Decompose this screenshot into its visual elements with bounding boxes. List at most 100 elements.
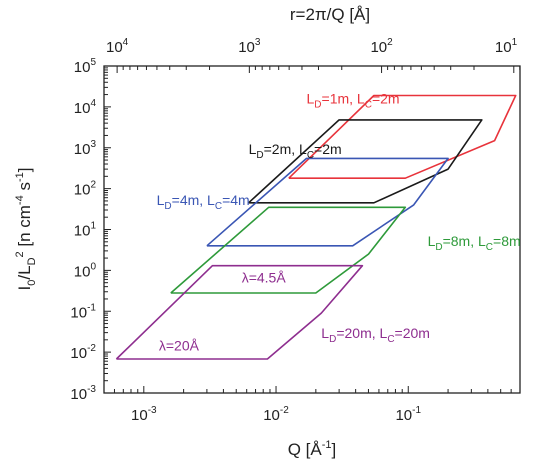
top-tick-label-base: 10: [370, 39, 387, 56]
y-axis-title-unit-close: ]: [15, 168, 34, 173]
series-label-sub: C: [215, 201, 222, 212]
top-tick-label-base: 10: [106, 39, 123, 56]
tick-labels-layer: 10-3 10-2 10-110510410310210110010-110-210…: [70, 37, 517, 424]
y-tick-label-exp: 1: [90, 221, 96, 232]
series-layer: [115, 94, 517, 360]
x-tick-label-base: 10: [263, 407, 280, 424]
series-line-4: [170, 206, 407, 294]
x-axis-title-sup: -1: [322, 439, 332, 451]
series-label-part: =8m: [493, 233, 521, 249]
y-tick-label: 103: [74, 139, 97, 158]
x-axis-title-main: Q [Å: [288, 440, 323, 459]
top-axis-title: r=2π/Q [Å]: [290, 5, 370, 24]
series-line-1: [288, 94, 517, 179]
y-tick-label-base: 10: [74, 182, 91, 199]
y-tick-label: 10-3: [70, 384, 96, 403]
x-axis-title-close: ]: [332, 440, 337, 459]
y-axis-title-unit-open: [n cm: [15, 205, 34, 251]
top-tick-label: 103: [238, 37, 261, 56]
series-label-2: LD=2m, LC=2m: [249, 141, 342, 161]
series-line-5: [115, 264, 364, 360]
y-axis-title-unit-sup2: -1: [14, 172, 26, 182]
y-tick-label-base: 10: [70, 304, 87, 321]
x-tick-label: 10-1: [395, 405, 421, 424]
x-tick-label-exp: -2: [280, 405, 289, 416]
y-tick-label: 100: [74, 261, 97, 280]
y-tick-label-base: 10: [74, 100, 91, 117]
y-tick-label-exp: 2: [90, 180, 96, 191]
series-label-part: =4m, L: [172, 192, 215, 208]
top-tick-label-base: 10: [495, 39, 512, 56]
series-label-part: L: [321, 325, 329, 341]
y-axis-title-l-sup: 2: [14, 251, 26, 257]
top-tick-label-exp: 4: [123, 37, 129, 48]
top-tick-label: 102: [370, 37, 393, 56]
top-tick-label: 101: [495, 37, 518, 56]
y-tick-label: 101: [74, 221, 97, 240]
y-axis-title-l-sub: D: [26, 257, 38, 265]
top-tick-label-base: 10: [238, 39, 255, 56]
wavelength-annotation: λ=20Å: [159, 337, 200, 353]
series-label-sub: D: [435, 242, 442, 253]
series-label-sub: D: [329, 334, 336, 345]
y-axis-title-slash: /L: [15, 265, 34, 279]
series-label-sub: C: [387, 334, 394, 345]
x-tick-label-exp: -1: [412, 405, 421, 416]
y-tick-label: 105: [74, 57, 97, 76]
series-label-part: L: [428, 233, 436, 249]
series-label-sub: D: [314, 100, 321, 111]
top-tick-label-exp: 2: [387, 37, 393, 48]
y-tick-label: 102: [74, 180, 97, 199]
y-axis-title-unit-mid: s: [15, 182, 34, 195]
series-label-part: =20m, L: [336, 325, 387, 341]
series-label-5: LD=20m, LC=20m: [321, 325, 430, 345]
series-label-part: L: [307, 91, 315, 107]
y-tick-label: 104: [74, 98, 97, 117]
series-line-3: [206, 157, 449, 247]
y-tick-label-base: 10: [74, 263, 91, 280]
y-tick-label-exp: 4: [90, 98, 96, 109]
x-axis-title: Q [Å-1]: [288, 439, 337, 459]
series-label-part: =4m: [222, 192, 250, 208]
series-label-sub: D: [256, 150, 263, 161]
y-axis-title-i: I: [15, 286, 34, 291]
y-tick-label-base: 10: [74, 141, 91, 158]
top-tick-label-exp: 1: [512, 37, 518, 48]
top-tick-label: 104: [106, 37, 129, 56]
y-tick-label-exp: -3: [87, 384, 96, 395]
wavelength-annotation: λ=4.5Å: [242, 270, 287, 286]
series-label-part: =2m, L: [264, 141, 307, 157]
y-tick-label-base: 10: [74, 223, 91, 240]
ticks-layer: [103, 65, 521, 394]
top-tick-label-exp: 3: [255, 37, 261, 48]
y-tick-label: 10-2: [70, 343, 96, 362]
y-tick-label-exp: -1: [87, 302, 96, 313]
series-label-part: =8m, L: [443, 233, 486, 249]
x-tick-label-exp: -3: [148, 405, 157, 416]
series-label-sub: C: [307, 150, 314, 161]
series-label-3: LD=4m, LC=4m: [157, 192, 250, 212]
y-axis-title: I0/LD2 [n cm-4 s-1]: [14, 168, 38, 291]
y-tick-label-exp: 5: [90, 57, 96, 68]
y-tick-label: 10-1: [70, 302, 96, 321]
series-label-1: LD=1m, LC=2m: [307, 91, 400, 111]
series-label-part: L: [249, 141, 257, 157]
y-tick-label-base: 10: [74, 59, 91, 76]
x-tick-label-base: 10: [395, 407, 412, 424]
series-label-part: =2m: [372, 91, 400, 107]
x-tick-label-base: 10: [131, 407, 148, 424]
series-label-4: LD=8m, LC=8m: [428, 233, 521, 253]
y-tick-label-exp: 0: [90, 261, 96, 272]
series-label-part: =20m: [395, 325, 430, 341]
series-label-sub: C: [365, 100, 372, 111]
x-tick-label: 10-3: [131, 405, 157, 424]
y-tick-label-exp: 3: [90, 139, 96, 150]
y-tick-label-base: 10: [70, 386, 87, 403]
y-tick-label-base: 10: [70, 345, 87, 362]
series-line-2: [248, 119, 483, 204]
series-label-part: =1m, L: [322, 91, 365, 107]
x-tick-label: 10-2: [263, 405, 289, 424]
y-tick-label-exp: -2: [87, 343, 96, 354]
